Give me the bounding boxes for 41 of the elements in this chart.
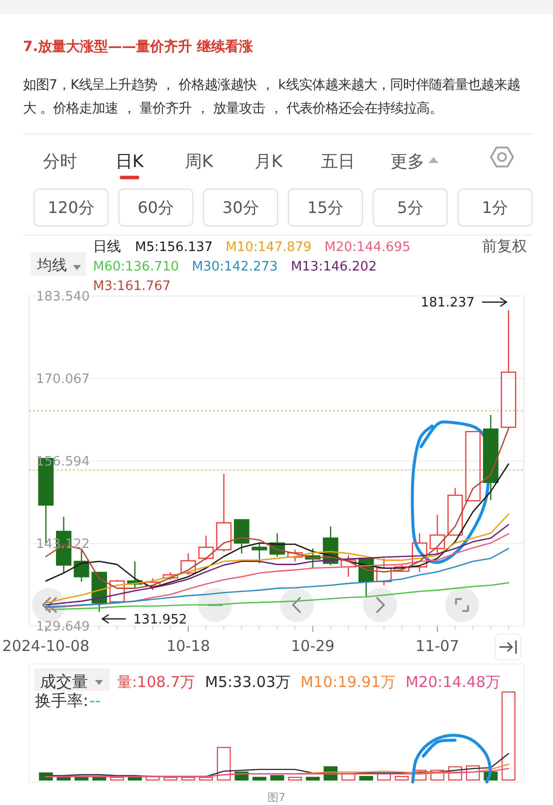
annotation: 换手率: xyxy=(35,691,88,710)
text: 1分 xyxy=(482,198,508,217)
text: 前复权 xyxy=(482,237,527,255)
x-tick-label: 10-18 xyxy=(166,637,210,655)
text: 7.放量大涨型——量价齐升 继续看涨 xyxy=(23,38,254,55)
y-tick-label: 183.540 xyxy=(36,290,90,305)
text: 60分 xyxy=(138,198,174,217)
text: M20:144.695 xyxy=(324,240,410,255)
text: 5分 xyxy=(397,198,424,217)
x-tick-label: 10-29 xyxy=(291,637,335,655)
text: 成交量 xyxy=(40,672,88,691)
y-tick-label: 170.067 xyxy=(36,372,90,388)
y-tick-label: 129.649 xyxy=(36,620,90,635)
text: M13:146.202 xyxy=(290,260,377,274)
text: 15分 xyxy=(307,198,344,217)
text: 30分 xyxy=(222,198,259,217)
text: M10:19.91万 xyxy=(300,673,396,691)
text: M3:161.767 xyxy=(93,279,171,294)
text: 周K xyxy=(184,152,214,172)
text: M60:136.710 xyxy=(93,260,179,274)
text: M20:14.48万 xyxy=(406,673,501,691)
x-tick-label: 2024-10-08 xyxy=(2,637,90,655)
text: 月K xyxy=(254,152,284,172)
annotation: 131.952 xyxy=(133,612,188,628)
annotation: -- xyxy=(89,691,101,710)
text: 如图7，K线呈上升趋势 ， 价格越涨越快 ， k线实体越来越大，同时伴随着量也越来越大 。价格走加速 ， 量价齐升 ， 放量攻击 ， 代表价格还会在持续拉高。 xyxy=(23,77,520,116)
text: 日K xyxy=(115,152,144,172)
x-tick-label: 11-07 xyxy=(416,637,460,655)
text: M5:156.137 xyxy=(135,240,213,255)
text: 均线 xyxy=(36,256,67,274)
caption: 图7 xyxy=(268,791,286,804)
text: M30:142.273 xyxy=(192,260,278,274)
annotation: 181.237 xyxy=(420,296,475,311)
text: M10:147.879 xyxy=(226,240,312,255)
text: 120分 xyxy=(48,198,94,217)
text: M5:33.03万 xyxy=(205,673,290,691)
text: 量:108.7万 xyxy=(117,673,195,691)
text: 五日 xyxy=(321,152,355,172)
text: 日线 xyxy=(93,239,121,255)
text: 分时 xyxy=(43,152,77,172)
text: 更多 xyxy=(390,152,424,172)
